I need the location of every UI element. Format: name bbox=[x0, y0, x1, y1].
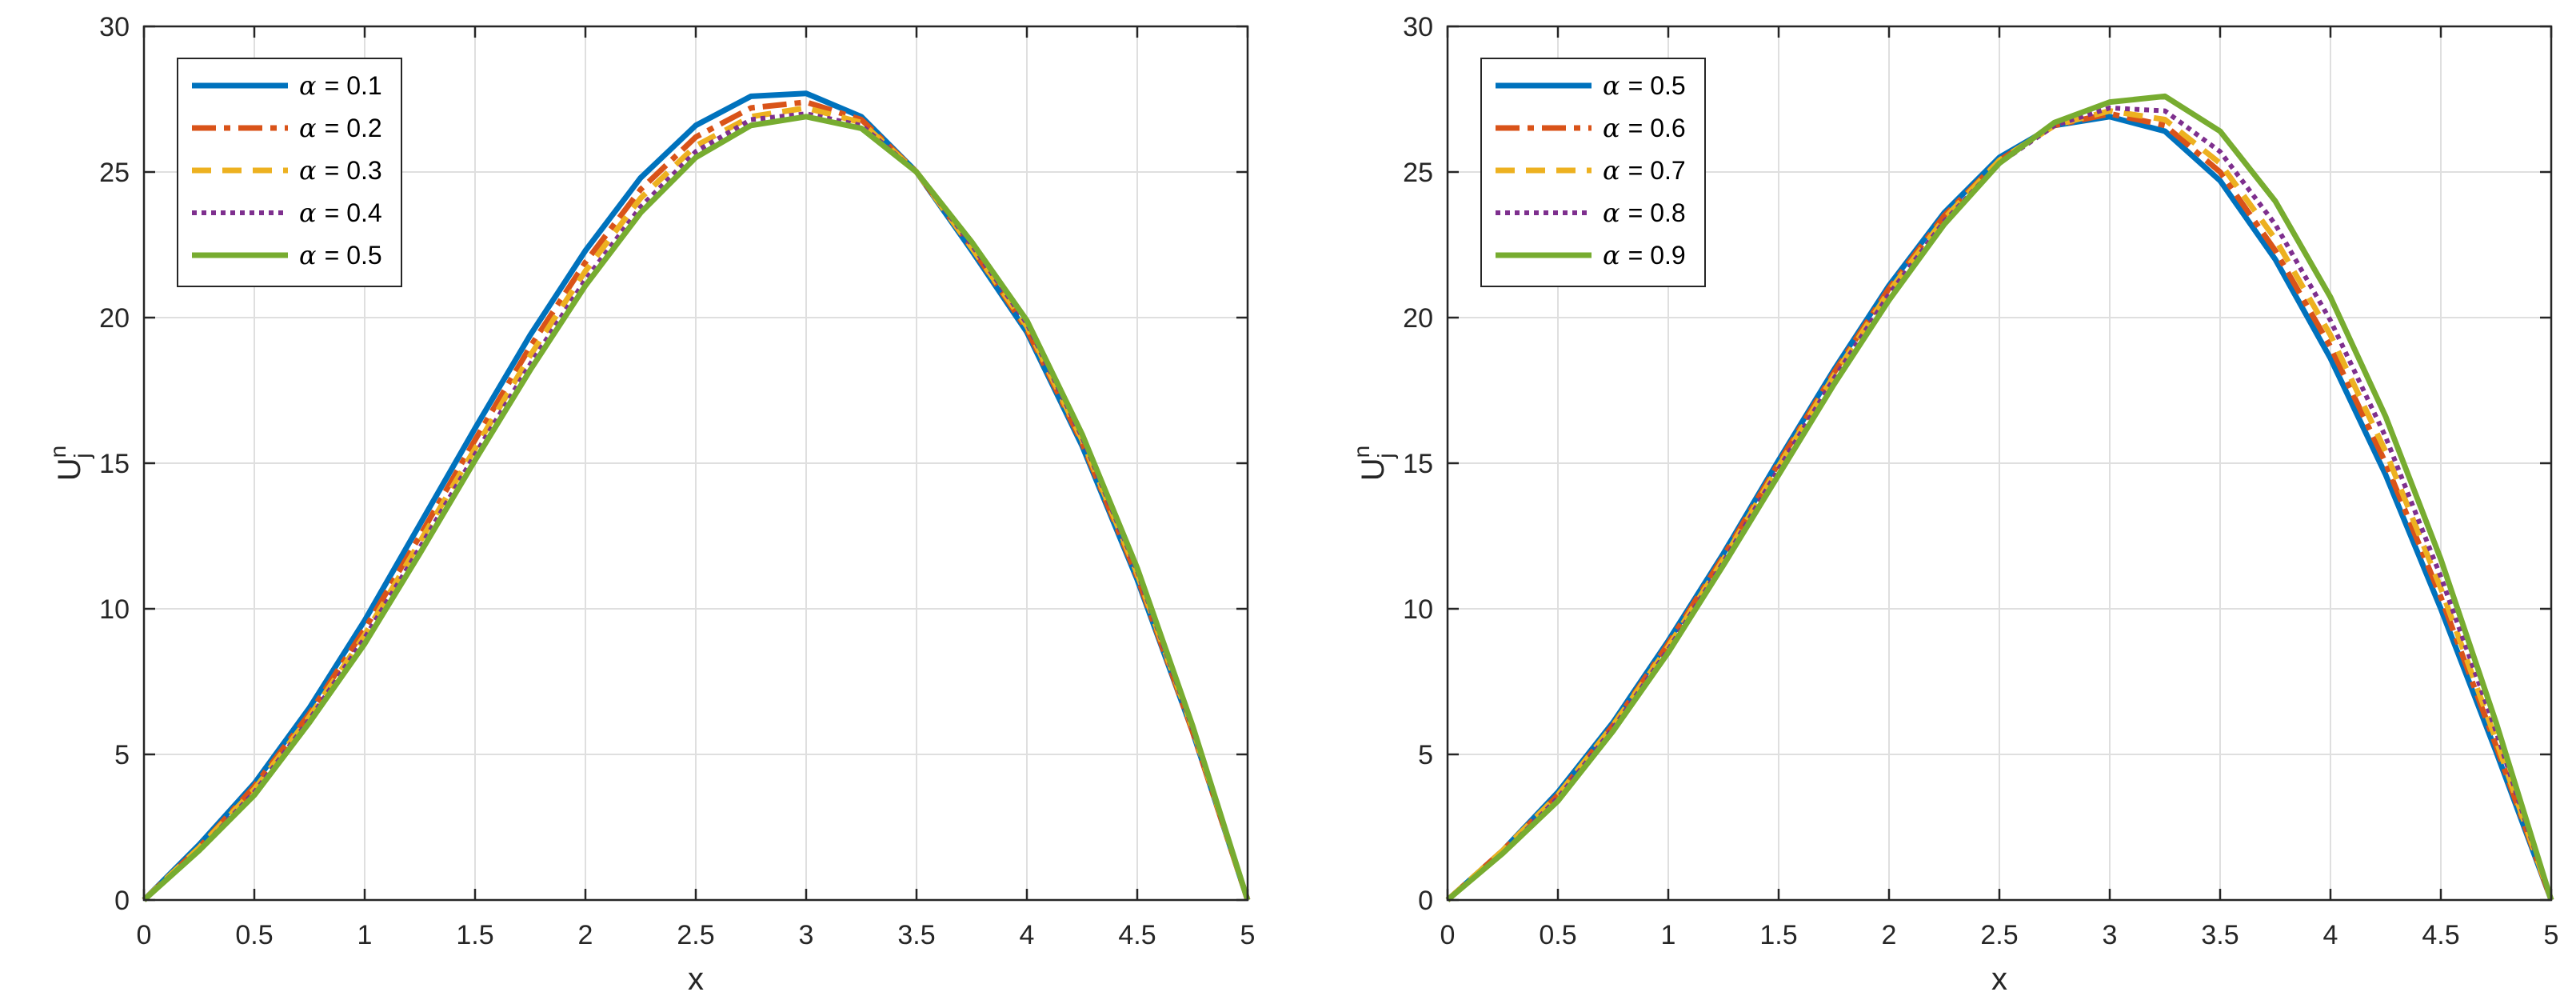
legend-alpha-symbol: α bbox=[1603, 240, 1620, 270]
x-tick-label: 4 bbox=[1020, 920, 1035, 950]
legend-entry-label: α = 0.8 bbox=[1603, 198, 1686, 228]
legend-alpha-symbol: α bbox=[299, 70, 317, 101]
x-tick-label: 1 bbox=[1661, 920, 1676, 950]
x-tick-label: 4.5 bbox=[1118, 920, 1156, 950]
x-tick-label: 3 bbox=[799, 920, 814, 950]
legend-alpha-value: = 0.8 bbox=[1628, 198, 1686, 227]
y-tick-label: 15 bbox=[99, 449, 130, 479]
legend-box bbox=[177, 58, 402, 287]
x-tick-label: 2.5 bbox=[677, 920, 714, 950]
x-tick-label: 0.5 bbox=[235, 920, 273, 950]
y-axis-label-main: U bbox=[52, 458, 87, 481]
y-axis-label-main: U bbox=[1356, 458, 1391, 481]
y-axis-label: Unj bbox=[46, 446, 94, 481]
legend-alpha-symbol: α bbox=[1603, 155, 1620, 186]
y-tick-label: 0 bbox=[1418, 886, 1433, 916]
legend-entry-label: α = 0.2 bbox=[299, 113, 382, 143]
x-axis-label: x bbox=[688, 962, 704, 997]
x-tick-label: 5 bbox=[1240, 920, 1256, 950]
y-tick-label: 10 bbox=[99, 594, 130, 625]
chart-panel-1: 0 0.5 1 1.5 2 2.5 3 3.5 4 4.5 5 0 5 10 15 20 25 30 x Unj α = … bbox=[46, 12, 1255, 997]
y-tick-label: 30 bbox=[99, 12, 130, 42]
x-tick-label: 2.5 bbox=[1980, 920, 2018, 950]
x-tick-label: 4.5 bbox=[2422, 920, 2459, 950]
legend-alpha-value: = 0.6 bbox=[1628, 114, 1686, 142]
legend-entry-label: α = 0.9 bbox=[1603, 240, 1686, 270]
x-axis-label: x bbox=[1991, 962, 2007, 997]
x-tick-label: 1.5 bbox=[1759, 920, 1797, 950]
y-tick-label: 30 bbox=[1403, 12, 1433, 42]
legend-alpha-symbol: α bbox=[1603, 70, 1620, 101]
x-tick-label: 2 bbox=[578, 920, 593, 950]
x-tick-label: 1 bbox=[357, 920, 373, 950]
y-tick-label: 25 bbox=[1403, 158, 1433, 188]
series-line-alpha-0.9 bbox=[1445, 93, 2554, 902]
legend-entry-label: α = 0.3 bbox=[299, 155, 382, 186]
x-tick-label: 0.5 bbox=[1539, 920, 1576, 950]
y-tick-label: 10 bbox=[1403, 594, 1433, 625]
legend-alpha-value: = 0.2 bbox=[325, 114, 382, 142]
legend-entry-label: α = 0.6 bbox=[1603, 113, 1686, 143]
legend-alpha-value: = 0.5 bbox=[1628, 71, 1686, 100]
y-axis-label-superscript: n bbox=[46, 446, 70, 458]
legend-entry-label: α = 0.5 bbox=[1603, 70, 1686, 101]
y-axis-label-subscript: j bbox=[70, 454, 94, 459]
y-tick-label: 5 bbox=[1418, 740, 1433, 770]
legend-alpha-symbol: α bbox=[299, 155, 317, 186]
legend-entry-label: α = 0.7 bbox=[1603, 155, 1686, 186]
y-tick-label: 0 bbox=[114, 886, 130, 916]
y-tick-label: 5 bbox=[114, 740, 130, 770]
x-tick-label: 3.5 bbox=[897, 920, 935, 950]
legend-alpha-value: = 0.4 bbox=[325, 198, 382, 227]
y-axis-label-subscript: j bbox=[1373, 454, 1398, 459]
legend-entry-label: α = 0.4 bbox=[299, 198, 382, 228]
x-tick-label: 3 bbox=[2103, 920, 2118, 950]
legend-alpha-symbol: α bbox=[1603, 113, 1620, 143]
legend-entry-label: α = 0.5 bbox=[299, 240, 382, 270]
x-tick-label: 3.5 bbox=[2201, 920, 2239, 950]
legend-alpha-symbol: α bbox=[299, 198, 317, 228]
legend: α = 0.1 α = 0.2 α = 0.3 α = 0.4 α = 0.5 bbox=[177, 58, 402, 287]
y-tick-label: 20 bbox=[99, 303, 130, 334]
x-tick-label: 5 bbox=[2544, 920, 2559, 950]
legend-alpha-value: = 0.5 bbox=[325, 241, 382, 270]
series-line-alpha-0.5 bbox=[142, 114, 1251, 902]
legend: α = 0.5 α = 0.6 α = 0.7 α = 0.8 α = 0.9 bbox=[1480, 58, 1706, 287]
legend-alpha-value: = 0.7 bbox=[1628, 156, 1686, 185]
y-tick-label: 15 bbox=[1403, 449, 1433, 479]
y-axis-label-superscript: n bbox=[1349, 446, 1374, 458]
x-tick-label: 0 bbox=[137, 920, 152, 950]
x-tick-label: 4 bbox=[2323, 920, 2338, 950]
legend-alpha-symbol: α bbox=[1603, 198, 1620, 228]
legend-entry-label: α = 0.1 bbox=[299, 70, 382, 101]
series-group bbox=[1445, 93, 2554, 902]
legend-alpha-value: = 0.9 bbox=[1628, 241, 1686, 270]
y-tick-label: 20 bbox=[1403, 303, 1433, 334]
legend-alpha-symbol: α bbox=[299, 240, 317, 270]
y-tick-label: 25 bbox=[99, 158, 130, 188]
legend-alpha-symbol: α bbox=[299, 113, 317, 143]
x-tick-label: 2 bbox=[1882, 920, 1897, 950]
y-axis-label: Unj bbox=[1349, 446, 1398, 481]
legend-alpha-value: = 0.3 bbox=[325, 156, 382, 185]
series-group bbox=[142, 90, 1251, 902]
legend-alpha-value: = 0.1 bbox=[325, 71, 382, 100]
legend-box bbox=[1480, 58, 1706, 287]
x-tick-label: 1.5 bbox=[456, 920, 493, 950]
series-line-alpha-0.6 bbox=[1445, 110, 2554, 902]
chart-panel-2: 0 0.5 1 1.5 2 2.5 3 3.5 4 4.5 5 0 5 10 15 20 25 30 x Unj α = … bbox=[1349, 12, 2558, 997]
x-tick-label: 0 bbox=[1440, 920, 1456, 950]
